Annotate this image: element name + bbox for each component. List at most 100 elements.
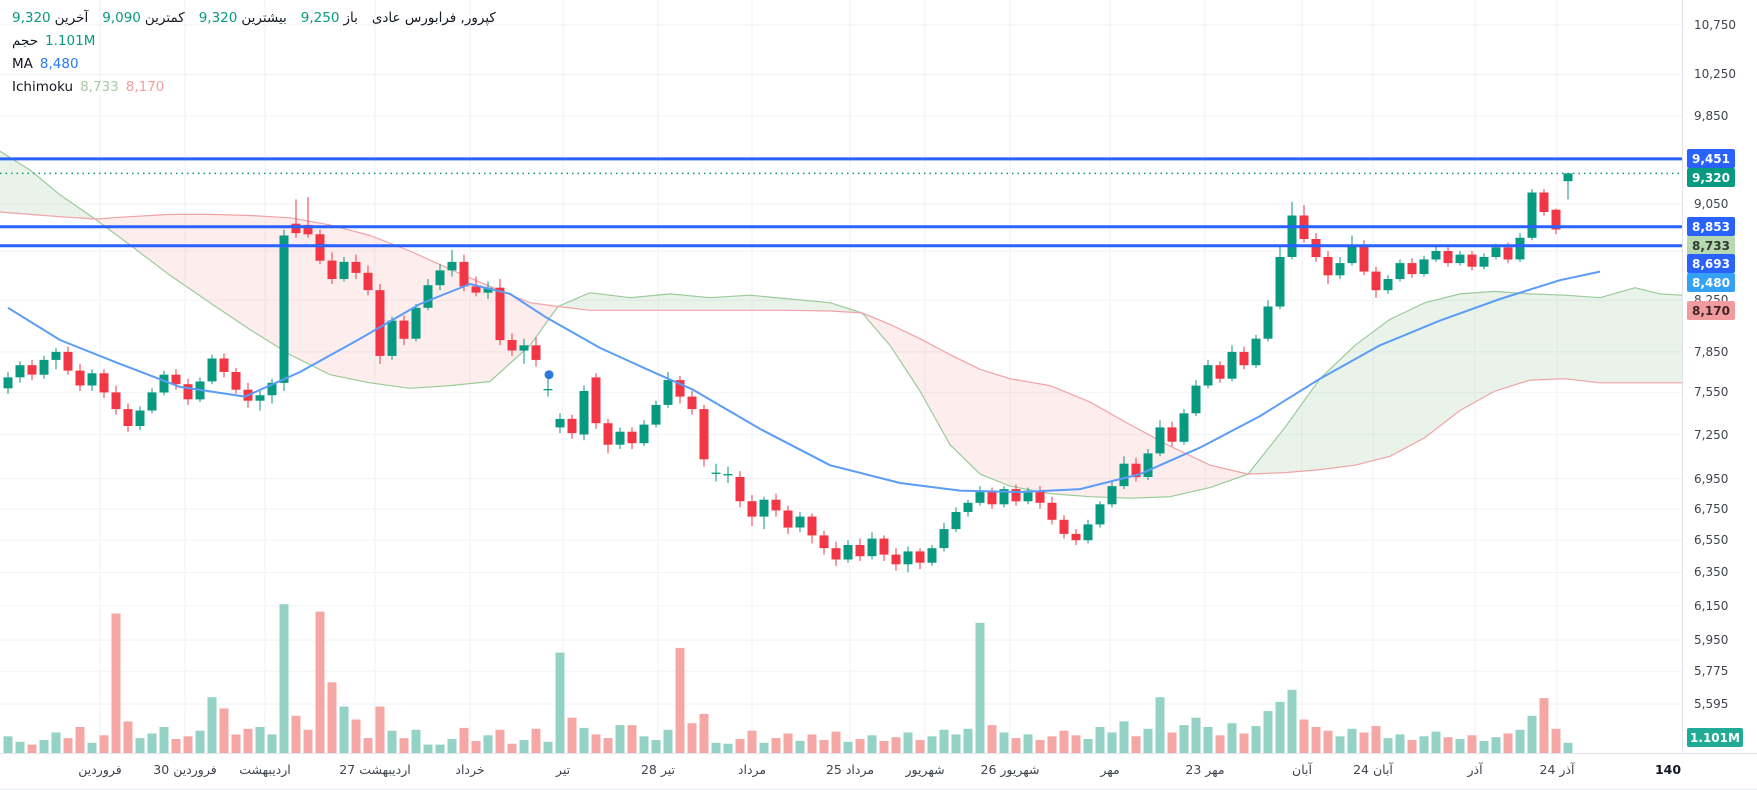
volume-bar (51, 732, 61, 753)
price-axis[interactable]: 10,750 10,250 9,850 9,050 8,250 7,850 7,550 7,2… (1682, 0, 1757, 753)
symbol-name[interactable]: کپرور, فرابورس عادی (371, 10, 496, 26)
volume-bar (1383, 738, 1393, 753)
time-label: 24 آبان (1353, 762, 1393, 777)
price-tick: 7,250 (1694, 428, 1729, 442)
volume-bar (1407, 740, 1417, 753)
volume-bar (99, 735, 109, 753)
candle (1095, 501, 1105, 528)
candle (843, 540, 853, 563)
candle (867, 532, 877, 560)
volume-bar (951, 734, 961, 753)
volume-bar (387, 730, 397, 753)
price-tick: 10,750 (1694, 18, 1736, 32)
price-tick: 6,950 (1694, 472, 1729, 486)
candle (207, 354, 217, 385)
candle (435, 264, 445, 291)
candle (411, 304, 421, 342)
volume-bar (1419, 736, 1429, 753)
volume-bar (399, 738, 409, 753)
volume-bar (15, 741, 25, 753)
time-axis[interactable]: فروردین 30 فروردین اردیبهشت 27 اردیبهشت خردا… (0, 753, 1757, 790)
volume-bar (939, 729, 949, 753)
volume-bar (507, 743, 517, 753)
volume-bar (795, 740, 805, 753)
volume-bar (123, 721, 133, 753)
ma-dot-marker (544, 370, 554, 380)
volume-bar (1479, 740, 1489, 753)
volume-bar (1527, 715, 1537, 753)
time-label: فروردین (78, 762, 122, 777)
candle (699, 404, 709, 467)
volume-bar (63, 738, 73, 753)
candle (1467, 251, 1477, 271)
volume-bar (759, 742, 769, 753)
candle (747, 495, 757, 526)
legend-ma-row[interactable]: MA 8,480 (12, 54, 79, 75)
candle (1431, 246, 1441, 262)
volume-bar (435, 744, 445, 753)
volume-bar (459, 727, 469, 753)
candle (1191, 380, 1201, 417)
candle (1203, 359, 1213, 389)
volume-bar (1011, 738, 1021, 753)
volume-bar (219, 708, 229, 753)
candle (39, 355, 49, 379)
candle (879, 535, 889, 561)
candlestick-chart-canvas[interactable] (0, 0, 1682, 753)
price-tick: 6,350 (1694, 565, 1729, 579)
candles (3, 173, 1573, 573)
volume-bar (807, 734, 817, 753)
candle (1059, 515, 1069, 539)
candle (1179, 409, 1189, 445)
candle (387, 316, 397, 360)
volume-bar (267, 734, 277, 753)
volume-bar (183, 736, 193, 753)
candle (183, 378, 193, 405)
time-label: 23 مهر (1185, 762, 1225, 777)
legend-low: کمترین 9,090 (102, 8, 184, 29)
candle (831, 541, 841, 566)
candle (939, 522, 949, 552)
volume-bar (27, 744, 37, 753)
candle (519, 338, 529, 364)
volume-bar (1443, 737, 1453, 753)
candle (1263, 300, 1273, 342)
candle (267, 378, 277, 404)
volume-bar (1227, 723, 1237, 753)
volume-bar (603, 738, 613, 753)
volume-bar (1119, 721, 1129, 753)
volume-bar (1071, 735, 1081, 753)
candle (975, 486, 985, 506)
legend-last: آخرین 9,320 (12, 8, 88, 29)
candle (1167, 421, 1177, 447)
legend-open: باز 9,250 (301, 8, 358, 29)
volume-bar (291, 715, 301, 753)
price-tick: 6,150 (1694, 599, 1729, 613)
volume-bar (411, 729, 421, 753)
price-tick: 9,050 (1694, 197, 1729, 211)
candle (1071, 529, 1081, 545)
legend-ohlc-row: کپرور, فرابورس عادی باز 9,250 بیشترین 9,32… (12, 8, 496, 29)
legend-ichimoku-row[interactable]: Ichimoku 8,733 8,170 (12, 77, 164, 98)
volume-bar (1503, 733, 1513, 753)
volume-badge: 1.101M (1687, 728, 1743, 747)
time-label: مرداد (737, 762, 767, 777)
volume-bar (579, 727, 589, 753)
candle (927, 545, 937, 566)
volume-bar (843, 741, 853, 753)
volume-bar (1335, 736, 1345, 753)
chart-plot-area[interactable] (0, 0, 1682, 753)
candle (651, 400, 661, 428)
candle (1275, 245, 1285, 310)
candle (75, 363, 85, 391)
candle (375, 284, 385, 364)
volume-bar (627, 725, 637, 753)
volume-bar (339, 706, 349, 753)
volume-bar (1131, 736, 1141, 753)
volume-bar (159, 727, 169, 753)
candle (159, 370, 169, 396)
legend-volume-row: حجم 1.101M (12, 31, 95, 52)
volume-bar (867, 735, 877, 753)
time-label: خرداد (455, 762, 485, 777)
